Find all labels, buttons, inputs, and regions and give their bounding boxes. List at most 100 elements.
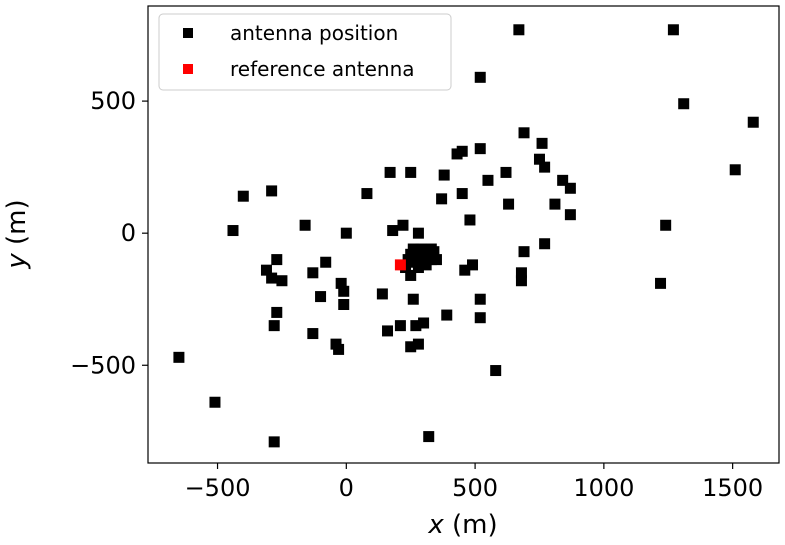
y-axis-label: y (m)	[2, 199, 32, 269]
antenna-point	[500, 166, 512, 178]
legend: antenna position reference antenna	[158, 13, 452, 91]
legend-marker-antenna	[183, 28, 193, 38]
antenna-point	[557, 174, 569, 186]
antenna-point	[459, 264, 471, 276]
y-tick-label: −500	[70, 351, 136, 379]
antenna-point	[518, 246, 530, 258]
antenna-point	[667, 24, 679, 36]
antenna-point	[533, 153, 545, 165]
legend-box	[158, 13, 452, 91]
data-markers	[173, 24, 759, 448]
antenna-point	[407, 243, 419, 255]
antenna-point	[376, 288, 388, 300]
reference-antenna-point	[394, 259, 406, 271]
antenna-point	[436, 193, 448, 205]
antenna-point	[503, 198, 515, 210]
antenna-point	[490, 365, 502, 377]
antenna-point	[474, 71, 486, 83]
antenna-point	[474, 143, 486, 155]
antenna-point	[412, 338, 424, 350]
antenna-point	[438, 169, 450, 181]
x-tick-label: 1500	[702, 474, 763, 502]
antenna-point	[482, 174, 494, 186]
antenna-point	[268, 320, 280, 332]
antenna-point	[456, 188, 468, 200]
antenna-point	[441, 309, 453, 321]
antenna-point	[451, 148, 463, 160]
antenna-point	[660, 219, 672, 231]
antenna-point	[747, 116, 759, 128]
x-axis-label: x (m)	[427, 510, 497, 540]
legend-label-reference: reference antenna	[230, 57, 415, 81]
antenna-point	[266, 272, 278, 284]
antenna-point	[423, 431, 435, 443]
y-tick-label: 500	[90, 87, 136, 115]
antenna-point	[430, 254, 442, 266]
antenna-point	[536, 137, 548, 149]
antenna-point	[209, 396, 221, 408]
antenna-point	[271, 306, 283, 318]
antenna-point	[564, 182, 576, 194]
x-tick-label: 500	[452, 474, 498, 502]
antenna-point	[338, 299, 350, 311]
x-tick-label: 1000	[573, 474, 634, 502]
antenna-point	[518, 127, 530, 139]
antenna-point	[394, 320, 406, 332]
antenna-point	[678, 98, 690, 110]
antenna-point	[420, 259, 432, 271]
antenna-point	[333, 343, 345, 355]
x-axis: −500 0 500 1000 1500	[185, 463, 763, 502]
antenna-point	[227, 225, 239, 237]
antenna-point	[361, 188, 373, 200]
legend-marker-reference	[183, 64, 193, 74]
antenna-point	[412, 227, 424, 239]
antenna-point	[382, 325, 394, 337]
antenna-point	[655, 277, 667, 289]
antenna-point	[307, 267, 319, 279]
antenna-point	[467, 259, 479, 271]
legend-label-antenna: antenna position	[230, 21, 398, 45]
antenna-point	[307, 328, 319, 340]
antenna-point	[513, 24, 525, 36]
antenna-point	[260, 264, 272, 276]
antenna-point	[474, 312, 486, 324]
antenna-point	[335, 277, 347, 289]
y-axis: −500 0 500	[70, 87, 148, 379]
antenna-point	[315, 291, 327, 303]
antenna-point	[539, 238, 551, 250]
antenna-point	[407, 293, 419, 305]
antenna-point	[405, 269, 417, 281]
antenna-point	[549, 198, 561, 210]
antenna-point	[410, 320, 422, 332]
antenna-point	[387, 225, 399, 237]
antenna-point	[515, 275, 527, 287]
antenna-point	[729, 164, 741, 176]
antenna-point	[418, 251, 430, 263]
antenna-point	[271, 254, 283, 266]
antenna-point	[539, 161, 551, 173]
antenna-point	[384, 166, 396, 178]
antenna-point	[173, 351, 185, 363]
antenna-point	[405, 166, 417, 178]
antenna-point	[464, 214, 476, 226]
antenna-point	[338, 285, 350, 297]
antenna-point	[564, 209, 576, 221]
antenna-point	[415, 243, 427, 255]
x-tick-label: −500	[185, 474, 251, 502]
antenna-point	[425, 243, 437, 255]
antenna-point	[320, 256, 332, 268]
antenna-point	[474, 293, 486, 305]
antenna-point	[276, 275, 288, 287]
antenna-point	[405, 341, 417, 353]
antenna-point	[397, 219, 409, 231]
y-tick-label: 0	[121, 219, 136, 247]
x-tick-label: 0	[339, 474, 354, 502]
antenna-point	[299, 219, 311, 231]
antenna-point	[237, 190, 249, 202]
antenna-point	[402, 254, 414, 266]
antenna-point	[268, 436, 280, 448]
antenna-point	[266, 185, 278, 197]
antenna-point	[410, 256, 422, 268]
antenna-point	[418, 317, 430, 329]
